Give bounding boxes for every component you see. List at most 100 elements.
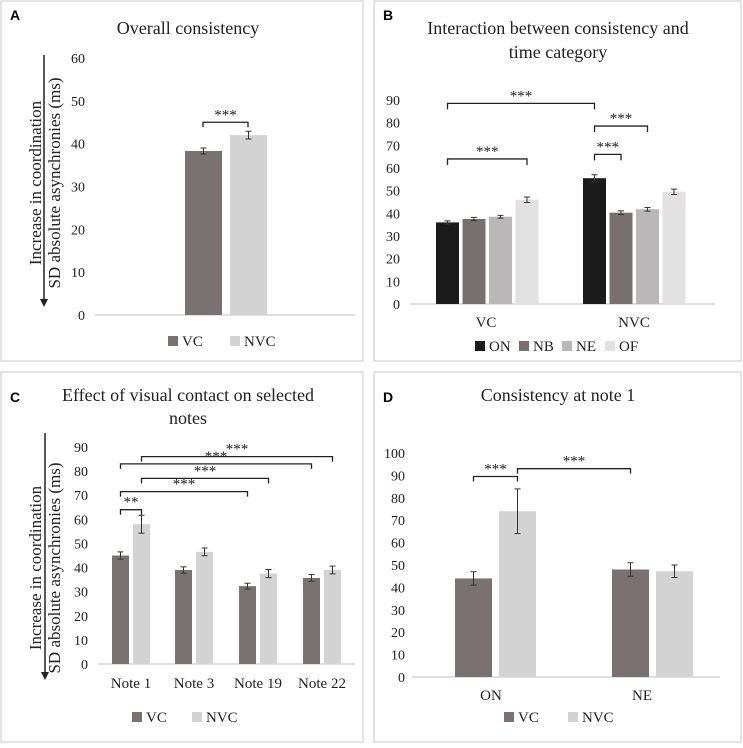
y-tick-label: 70 [386, 139, 400, 154]
x-tick-label: Note 22 [298, 676, 346, 692]
error-bar [180, 566, 187, 574]
legend-label-nvc: NVC [206, 710, 238, 726]
x-tick-label: Note 1 [111, 676, 151, 692]
error-bar [627, 562, 634, 577]
chart-title-line2: notes [169, 408, 207, 428]
y-tick-label: 10 [391, 649, 405, 664]
y-tick-label: 20 [386, 253, 400, 268]
y-tick-label: 90 [74, 441, 88, 456]
error-bar [138, 514, 145, 534]
bar-vc [612, 569, 649, 677]
error-bar [245, 130, 252, 140]
error-bar [329, 565, 336, 575]
error-bar [591, 174, 598, 183]
y-tick-label: 90 [391, 469, 405, 484]
significance-label: *** [597, 139, 620, 155]
y-tick-label: 20 [71, 223, 85, 238]
y-tick-label: 70 [391, 514, 405, 529]
significance-label: ** [124, 495, 139, 511]
panel-b-letter: B [383, 7, 393, 23]
y-tick-label: 30 [386, 230, 400, 245]
error-bar [444, 220, 451, 225]
bar-of [515, 199, 539, 304]
y-tick-label: 60 [71, 52, 85, 67]
y-tick-label: 10 [71, 266, 85, 281]
x-tick-label: NVC [618, 315, 650, 331]
legend-label-ne: NE [576, 339, 596, 355]
significance-label: *** [476, 144, 499, 160]
legend-swatch-nb [519, 341, 529, 351]
significance-label: *** [214, 107, 237, 123]
bar-nb [609, 212, 633, 304]
legend-swatch-of [605, 341, 615, 351]
y-tick-label: 30 [391, 604, 405, 619]
x-tick-label: Note 3 [174, 676, 214, 692]
y-tick-label: 40 [74, 562, 88, 577]
legend-label-vc: VC [146, 710, 167, 726]
significance-brackets: ** *** *** *** *** [119, 442, 334, 515]
x-tick-label: Note 19 [234, 676, 282, 692]
y-tick-label: 50 [74, 537, 88, 552]
panel-d-letter: D [383, 389, 393, 405]
legend-swatch-vc [132, 712, 142, 722]
legend-label-vc: VC [518, 710, 539, 726]
bar-nvc [230, 135, 267, 315]
y-axis-label-line2: SD absolute asynchronies (ms) [45, 462, 64, 673]
y-tick-label: 40 [386, 207, 400, 222]
y-tick-label: 100 [384, 447, 405, 462]
error-bar [618, 210, 624, 215]
y-tick-label: 60 [391, 537, 405, 552]
legend: VC NVC [132, 710, 238, 726]
x-tick-label: VC [476, 315, 497, 331]
bar-vc [455, 578, 492, 677]
error-bar [201, 547, 208, 557]
legend-label-nb: NB [533, 339, 554, 355]
significance-brackets: *** *** [472, 454, 632, 482]
chart-title-line1: Interaction between consistency and [427, 18, 688, 38]
error-bar [471, 216, 477, 222]
bar-nvc [260, 573, 277, 664]
x-tick-label: ON [480, 688, 502, 704]
significance-label: *** [173, 477, 196, 493]
y-tick-label: 70 [74, 489, 88, 504]
y-tick-label: 50 [386, 185, 400, 200]
legend: VC NVC [504, 710, 614, 726]
legend-swatch-on [475, 341, 485, 351]
y-tick-label: 80 [74, 465, 88, 480]
legend-swatch-ne [562, 341, 572, 351]
panel-a-border [0, 0, 364, 362]
chart-title: Overall consistency [117, 18, 259, 38]
panel-c-border [0, 371, 364, 743]
y-axis-label-line1: Increase in coordination [26, 485, 45, 650]
y-tick-label: 20 [74, 610, 88, 625]
y-axis-label: Increase in coordination SD absolute asy… [26, 433, 64, 680]
y-tick-label: 10 [386, 275, 400, 290]
significance-brackets: *** *** *** *** [446, 88, 649, 165]
legend-label-on: ON [489, 339, 511, 355]
bar-nvc [499, 511, 536, 677]
y-tick-label: 30 [74, 586, 88, 601]
panel-b: B Interaction between consistency and ti… [373, 0, 742, 362]
bar-on [583, 178, 606, 304]
y-tick-label: 30 [71, 181, 85, 196]
error-bar [117, 551, 124, 560]
bar-vc [185, 150, 222, 315]
error-bar [644, 206, 651, 212]
error-bar [497, 214, 504, 219]
bar-nvc [133, 524, 150, 664]
panel-d-border [373, 371, 742, 743]
legend-swatch-nvc [568, 712, 578, 722]
y-tick-label: 0 [81, 658, 88, 673]
panel-c-letter: C [10, 389, 20, 405]
y-tick-label: 40 [391, 581, 405, 596]
x-tick-label: NE [632, 688, 652, 704]
legend-label-of: OF [619, 339, 638, 355]
y-tick-label: 40 [71, 138, 85, 153]
y-tick-label: 0 [398, 671, 405, 686]
y-tick-label: 0 [393, 298, 400, 313]
significance-label: *** [484, 462, 507, 478]
y-tick-label: 50 [71, 95, 85, 110]
panel-a-letter: A [10, 7, 20, 23]
